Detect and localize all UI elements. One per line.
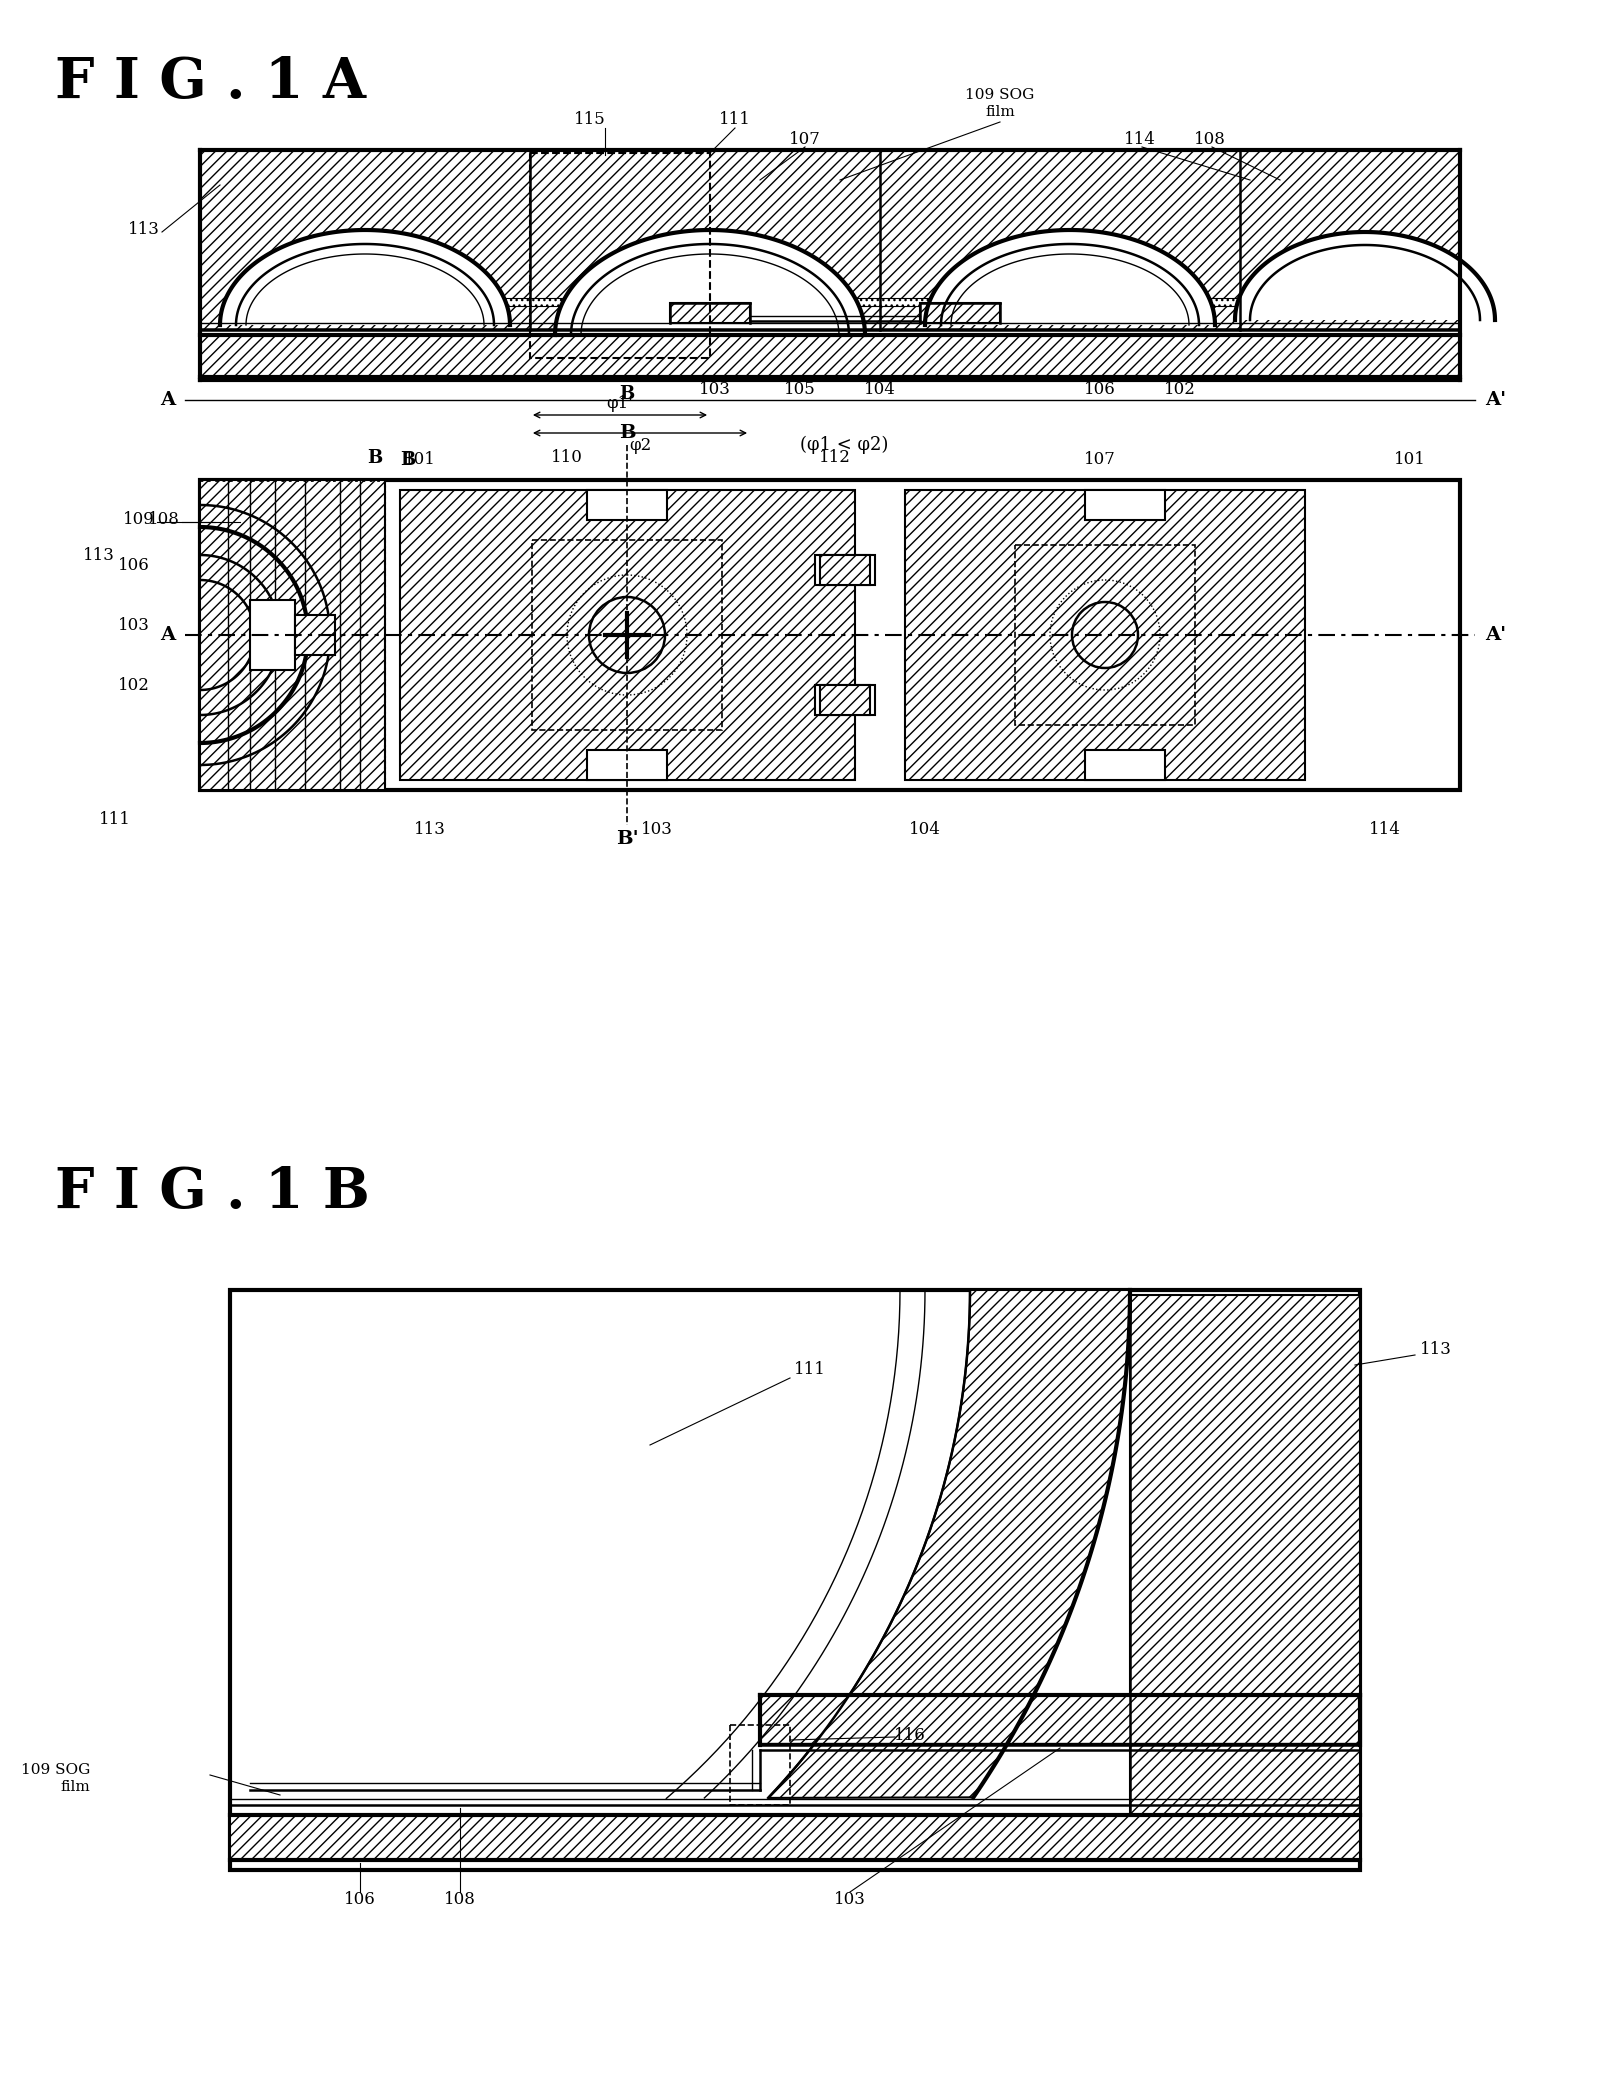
Text: 104: 104 xyxy=(910,821,940,840)
Bar xyxy=(1015,544,1194,725)
Bar xyxy=(400,490,855,779)
Text: 113: 113 xyxy=(128,222,160,239)
Bar xyxy=(587,750,667,779)
Text: 109: 109 xyxy=(123,511,155,528)
Text: film: film xyxy=(61,1781,90,1793)
Bar xyxy=(532,540,723,729)
Bar xyxy=(1130,1295,1361,1814)
Text: F I G . 1 B: F I G . 1 B xyxy=(54,1166,369,1220)
Text: 110: 110 xyxy=(552,449,584,465)
Text: B: B xyxy=(368,449,382,468)
Text: B: B xyxy=(619,384,635,403)
Text: 104: 104 xyxy=(863,382,895,399)
Text: 114: 114 xyxy=(1369,821,1401,840)
Polygon shape xyxy=(555,231,865,335)
Text: 103: 103 xyxy=(835,1891,867,1908)
Polygon shape xyxy=(1234,233,1495,320)
Polygon shape xyxy=(768,1290,1130,1797)
Text: 102: 102 xyxy=(1164,382,1196,399)
Text: 109 SOG: 109 SOG xyxy=(21,1762,90,1777)
Text: B: B xyxy=(619,424,635,443)
Text: 113: 113 xyxy=(414,821,446,840)
Bar xyxy=(760,1696,1361,1746)
Text: 115: 115 xyxy=(574,112,606,129)
Bar xyxy=(200,480,1460,790)
Text: B: B xyxy=(400,451,416,470)
Bar xyxy=(249,601,294,669)
Text: 107: 107 xyxy=(788,131,820,148)
Bar xyxy=(200,480,385,790)
Text: film: film xyxy=(985,106,1015,118)
Text: A': A' xyxy=(1485,391,1506,409)
Text: 116: 116 xyxy=(894,1727,926,1743)
Bar xyxy=(670,303,750,322)
Text: 114: 114 xyxy=(1124,131,1156,148)
Text: φ2: φ2 xyxy=(628,436,651,453)
Polygon shape xyxy=(924,231,1215,324)
Text: 113: 113 xyxy=(1420,1342,1452,1359)
Text: A: A xyxy=(160,391,174,409)
Bar xyxy=(1086,490,1166,520)
Text: 101: 101 xyxy=(405,451,437,468)
Text: 103: 103 xyxy=(641,821,673,840)
Text: (φ1 < φ2): (φ1 < φ2) xyxy=(800,436,889,455)
Bar xyxy=(400,297,1310,305)
Text: A': A' xyxy=(1485,625,1506,644)
Text: 106: 106 xyxy=(344,1891,376,1908)
Bar xyxy=(1086,750,1166,779)
Text: 106: 106 xyxy=(118,557,150,574)
Bar xyxy=(200,335,1460,380)
Text: 102: 102 xyxy=(118,677,150,694)
Polygon shape xyxy=(221,231,510,324)
Text: 112: 112 xyxy=(819,449,851,465)
Text: 113: 113 xyxy=(83,547,115,563)
Bar xyxy=(529,154,710,357)
Bar xyxy=(731,1725,790,1806)
Bar xyxy=(820,555,870,586)
Text: 109 SOG: 109 SOG xyxy=(966,87,1035,102)
Text: 111: 111 xyxy=(720,112,752,129)
Text: 106: 106 xyxy=(1084,382,1116,399)
Bar xyxy=(294,615,336,655)
Bar xyxy=(230,1290,1361,1870)
Text: B': B' xyxy=(616,829,638,848)
Bar xyxy=(230,1814,1361,1860)
Text: 108: 108 xyxy=(149,511,181,528)
Text: 111: 111 xyxy=(99,812,131,829)
Bar xyxy=(820,686,870,715)
Bar xyxy=(587,490,667,520)
Text: 107: 107 xyxy=(1084,451,1116,468)
Text: 101: 101 xyxy=(1394,451,1426,468)
Text: 108: 108 xyxy=(1194,131,1226,148)
Text: 105: 105 xyxy=(784,382,815,399)
Bar xyxy=(815,686,875,715)
Text: F I G . 1 A: F I G . 1 A xyxy=(54,54,366,110)
Bar xyxy=(919,303,999,322)
Bar xyxy=(905,490,1305,779)
Text: φ1': φ1' xyxy=(606,395,633,411)
Text: A: A xyxy=(160,625,174,644)
Text: 103: 103 xyxy=(118,617,150,634)
Text: 108: 108 xyxy=(445,1891,477,1908)
Bar xyxy=(815,555,875,586)
Text: 111: 111 xyxy=(795,1361,827,1378)
Bar xyxy=(200,150,1460,330)
Text: 103: 103 xyxy=(699,382,731,399)
